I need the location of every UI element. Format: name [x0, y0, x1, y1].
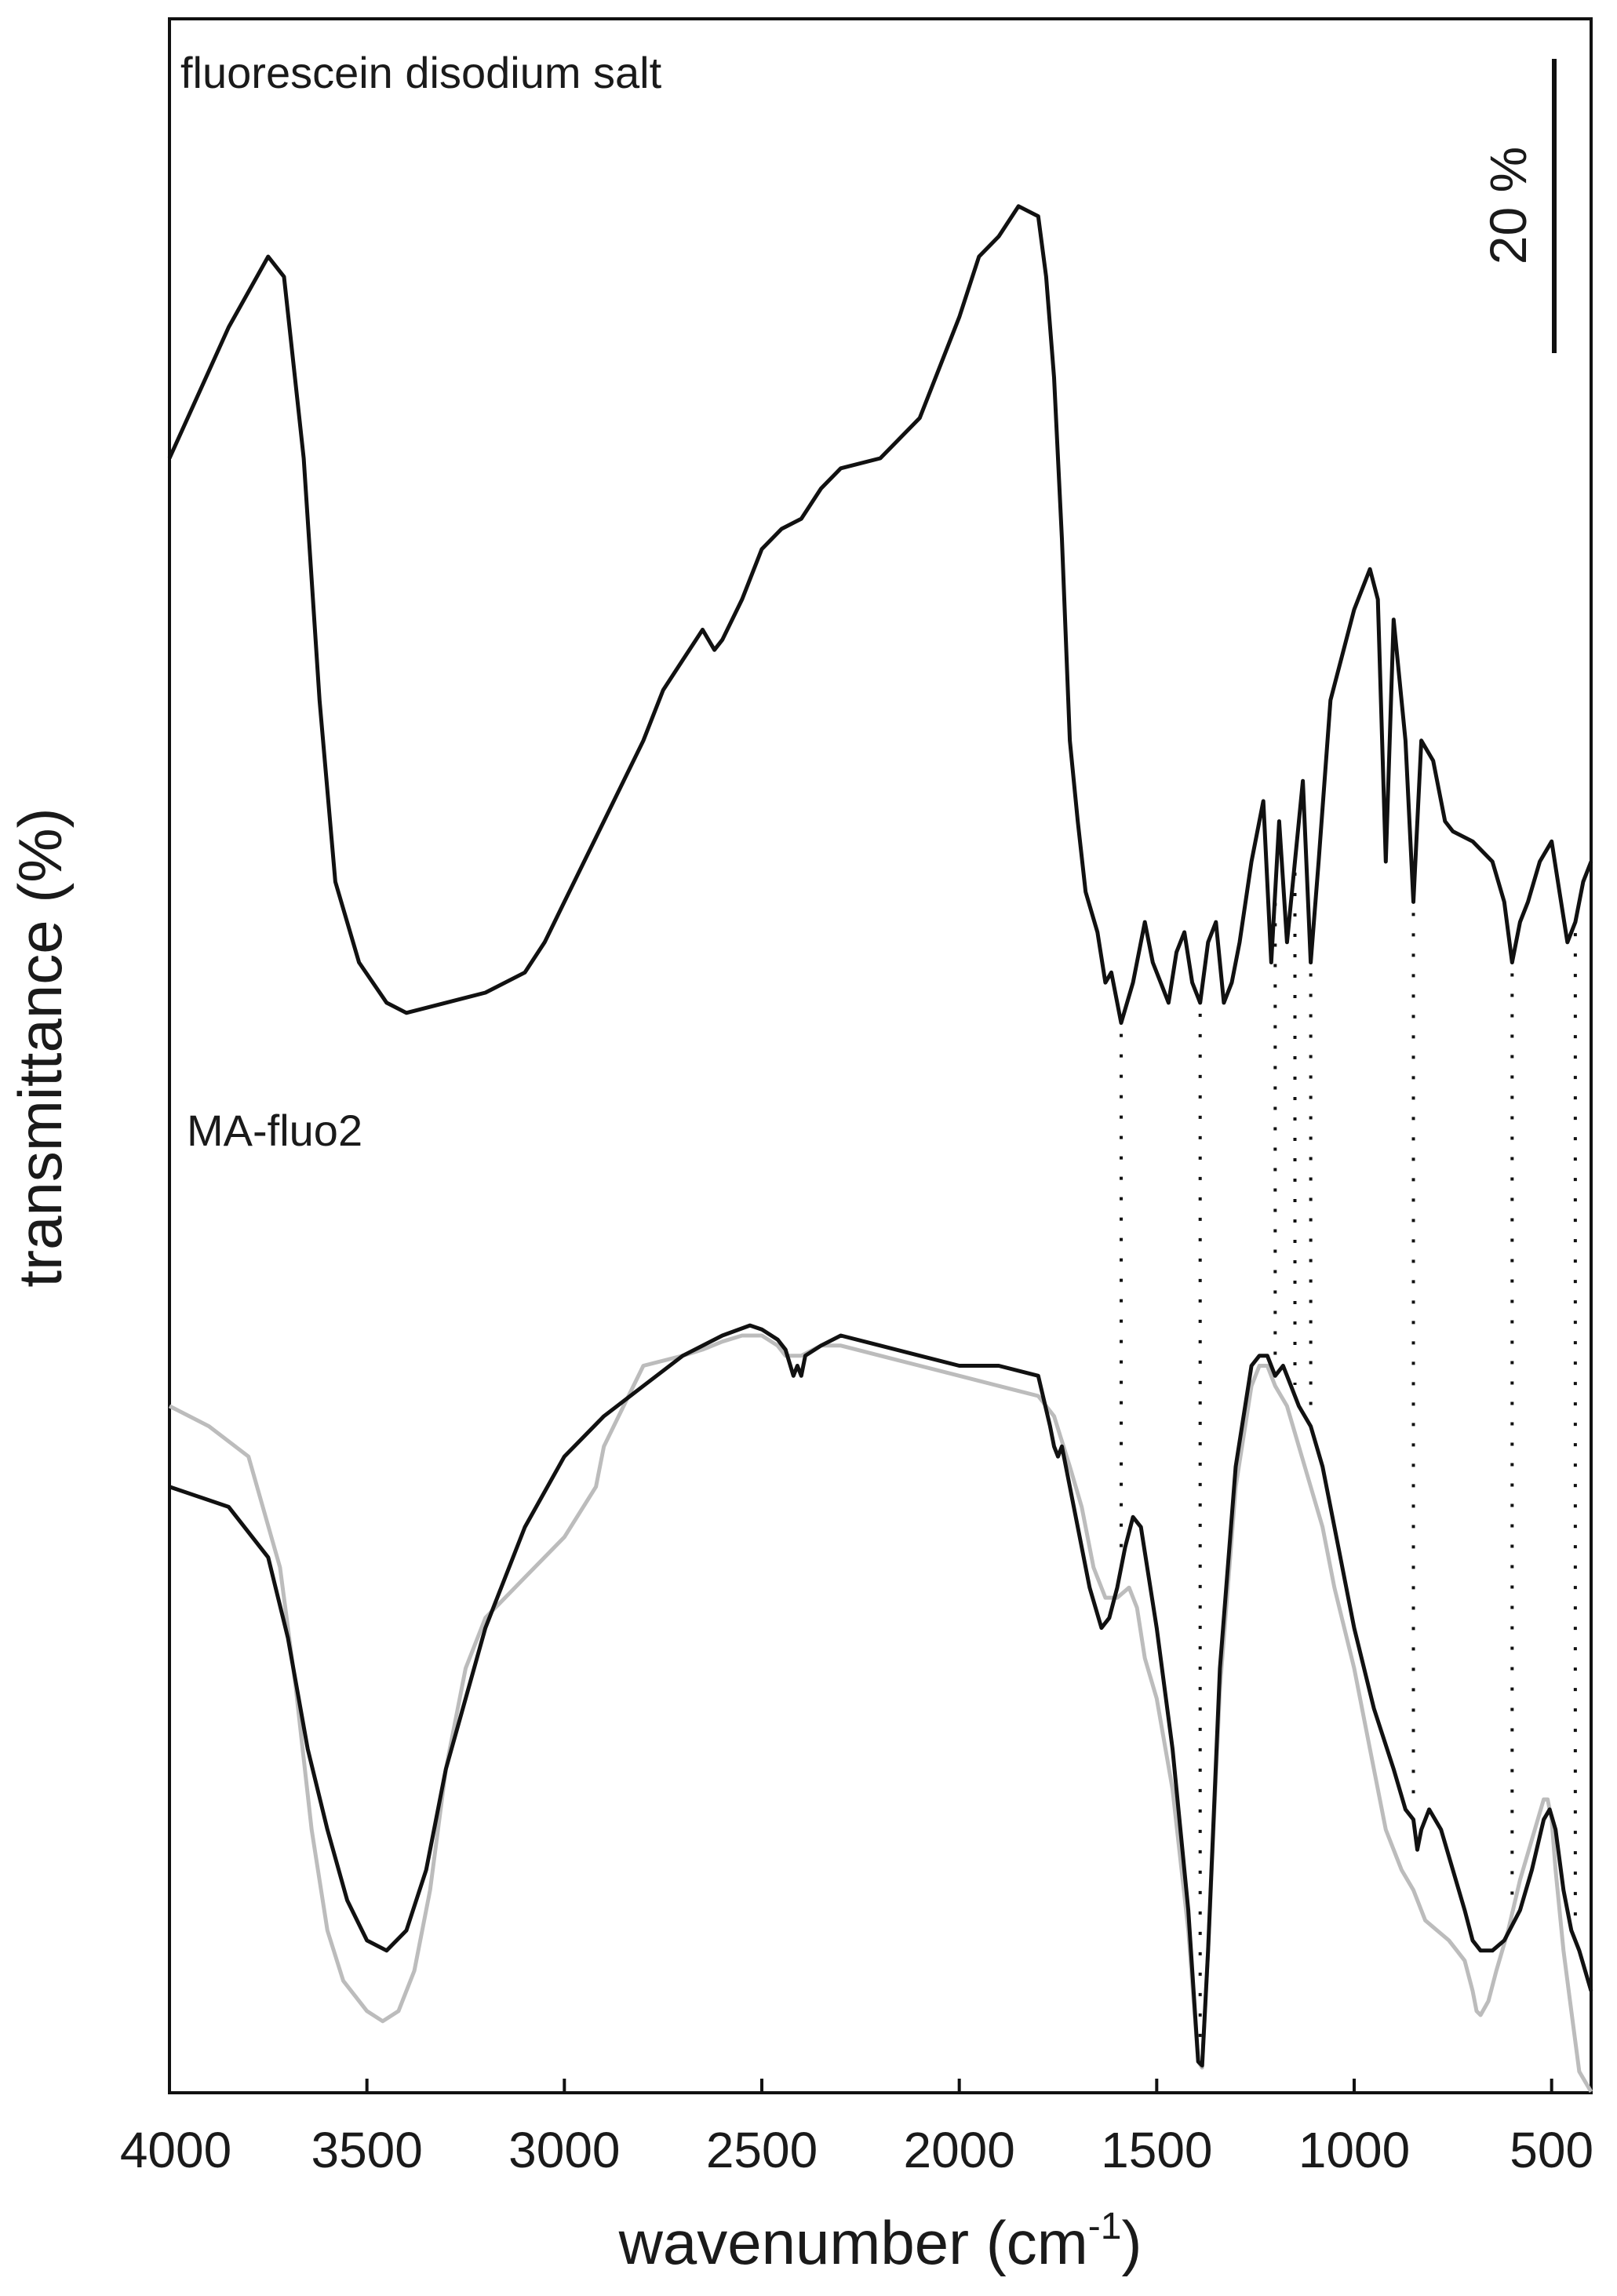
scale-bar-label: 20 % [1479, 147, 1537, 264]
x-tick-label-4000: 4000 [120, 2122, 231, 2178]
x-tick-label-1500: 1500 [1101, 2122, 1212, 2178]
x-axis-title-base: wavenumber (cm [618, 2208, 1088, 2277]
annotation-fluorescein: fluorescein disodium salt [180, 48, 662, 97]
plot-frame [168, 17, 1593, 2094]
y-axis-title: transmittance (%) [5, 807, 75, 1287]
x-axis-title: wavenumber (cm-1) [618, 2206, 1142, 2277]
scale-bar: 20 % [1479, 59, 1557, 353]
x-axis-title-superscript: -1 [1088, 2206, 1122, 2247]
x-axis-title-close: ) [1121, 2208, 1142, 2277]
series-line-3 [168, 1333, 1593, 2093]
x-tick-label-3000: 3000 [508, 2122, 620, 2178]
x-tick-label-2000: 2000 [903, 2122, 1014, 2178]
series-layer [167, 204, 1593, 2093]
series-line-2 [169, 1323, 1593, 2068]
x-axis-ticks: 4000 3500 3000 2500 2000 1500 1000 500 [120, 2079, 1593, 2178]
x-tick-label-1000: 1000 [1298, 2122, 1410, 2178]
series-line-1 [167, 204, 1593, 1026]
annotation-ma-fluo2: MA-fluo2 [187, 1106, 362, 1155]
x-tick-label-500: 500 [1510, 2122, 1593, 2178]
x-tick-label-3500: 3500 [311, 2122, 422, 2178]
dotted-guide-lines [1120, 873, 1577, 2053]
x-tick-label-2500: 2500 [706, 2122, 818, 2178]
